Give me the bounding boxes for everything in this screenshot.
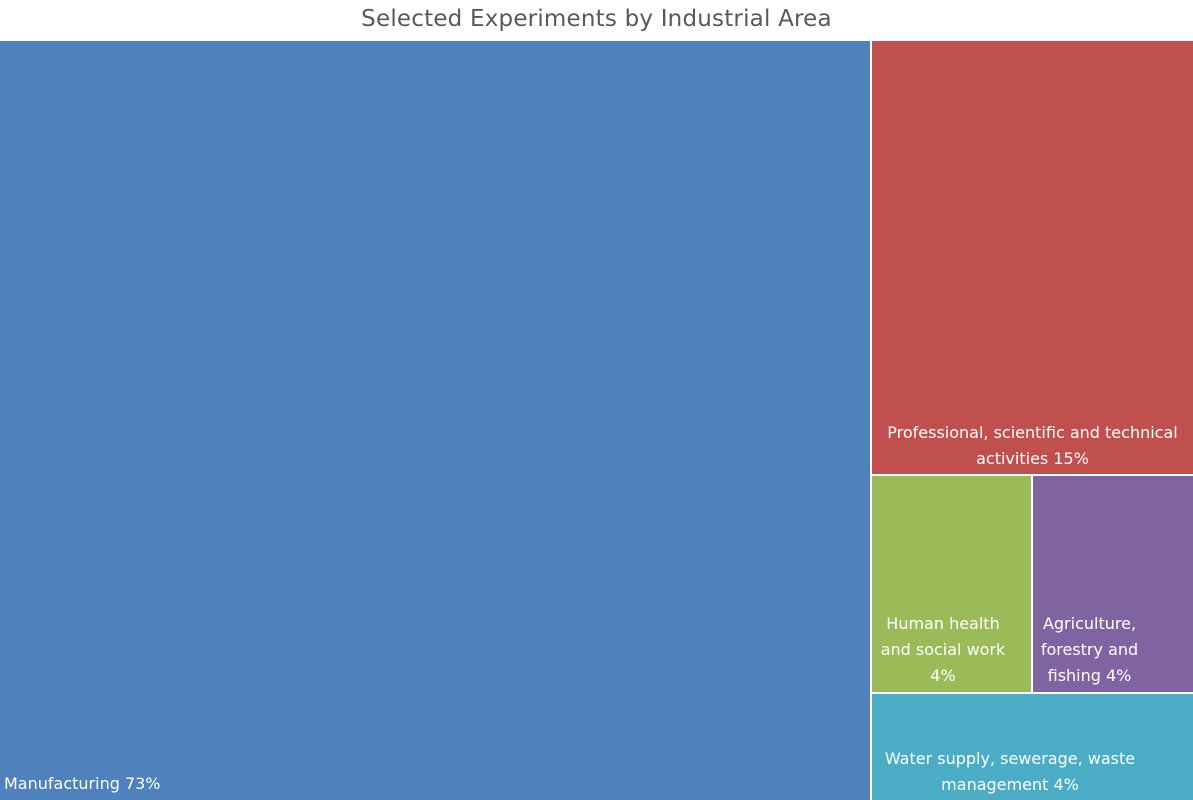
chart-title: Selected Experiments by Industrial Area — [361, 6, 832, 32]
treemap-label-agriculture-forestry-fishing: Agriculture, forestry and fishing 4% — [1040, 614, 1139, 685]
treemap-tile-professional-scientific-technical — [872, 41, 1193, 474]
treemap-label-water-sewerage-waste: Water supply, sewerage, waste management… — [884, 749, 1136, 794]
treemap-label-human-health-social-work: Human health and social work 4% — [880, 614, 1006, 685]
treemap-label-professional-scientific-technical: Professional, scientific and technical a… — [887, 423, 1178, 468]
treemap-label-manufacturing: Manufacturing 73% — [4, 774, 161, 793]
treemap-tile-manufacturing — [0, 41, 870, 800]
treemap-tile-water-sewerage-waste — [872, 694, 1193, 800]
treemap-tile-human-health-social-work — [872, 476, 1031, 692]
treemap-tile-agriculture-forestry-fishing — [1033, 476, 1193, 692]
